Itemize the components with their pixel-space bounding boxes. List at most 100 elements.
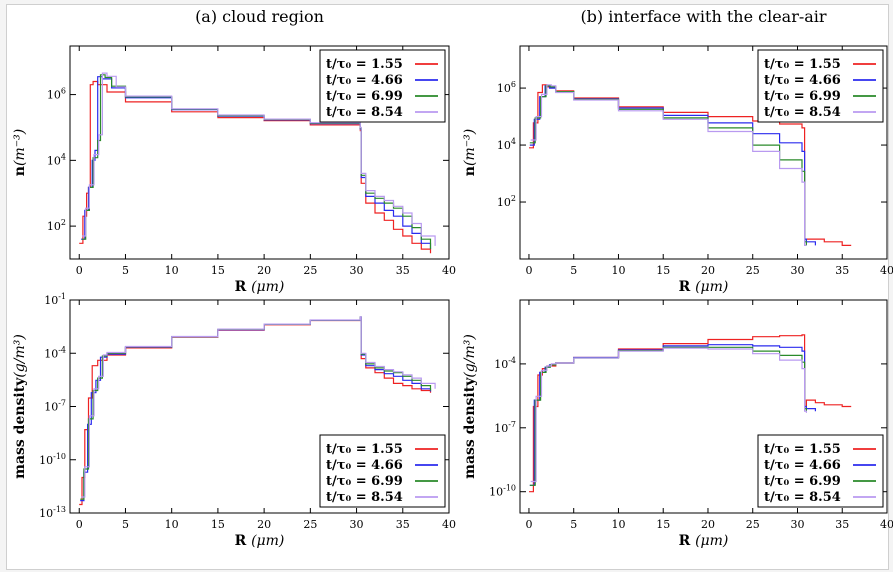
y-axis-label: mass density(g/m³)	[462, 334, 478, 479]
legend-label-3: t/τ₀ = 6.99	[326, 89, 403, 104]
series-line-4	[82, 72, 436, 246]
x-axis-label: R (μm)	[679, 533, 729, 549]
x-tick-label: 35	[396, 518, 410, 531]
series-line-1	[79, 80, 432, 254]
y-tick-label: 104	[497, 137, 516, 152]
legend: t/τ₀ = 1.55t/τ₀ = 4.66t/τ₀ = 6.99t/τ₀ = …	[757, 434, 884, 508]
axes-frame	[519, 299, 888, 514]
x-tick-label: 20	[257, 518, 271, 531]
chart-panel-1: 0 5 10 15 20 25 30 35 40 102 104 106 (a) cloud regio…	[12, 7, 456, 295]
x-tick-label: 25	[746, 264, 760, 277]
y-tick-label: 106	[47, 87, 66, 102]
legend-label-4: t/τ₀ = 8.54	[764, 105, 841, 120]
legend-label-2: t/τ₀ = 4.66	[764, 73, 841, 88]
legend: t/τ₀ = 1.55t/τ₀ = 4.66t/τ₀ = 6.99t/τ₀ = …	[757, 49, 884, 123]
x-tick-label: 15	[656, 518, 670, 531]
series-line-4	[530, 84, 807, 246]
series-line-4	[81, 316, 436, 498]
x-tick-label: 30	[790, 264, 804, 277]
x-tick-label: 0	[76, 264, 83, 277]
legend: t/τ₀ = 1.55t/τ₀ = 4.66t/τ₀ = 6.99t/τ₀ = …	[319, 49, 446, 123]
legend-box	[319, 434, 446, 508]
series-line-1	[529, 334, 852, 493]
legend-label-4: t/τ₀ = 8.54	[326, 105, 403, 120]
x-axis-label: R (μm)	[679, 279, 729, 295]
chart-panel-2: 0 5 10 15 20 25 30 35 40 102 104 106 (b) interface w…	[462, 7, 893, 295]
x-tick-label: 10	[165, 264, 179, 277]
x-tick-label: 10	[611, 518, 625, 531]
chart-panel-3: 0 5 10 15 20 25 30 35 40 10-13 10-10 10-7 10-4 10-1 R …	[12, 292, 456, 549]
x-tick-label: 0	[76, 518, 83, 531]
y-tick-label: 10-10	[489, 484, 516, 499]
x-tick-label: 15	[211, 264, 225, 277]
legend-label-2: t/τ₀ = 4.66	[764, 458, 841, 473]
x-tick-label: 10	[611, 264, 625, 277]
x-tick-label: 35	[835, 264, 849, 277]
legend-box	[757, 434, 884, 508]
y-axis-label: mass density(g/m³)	[12, 334, 28, 479]
legend-label-1: t/τ₀ = 1.55	[764, 442, 841, 457]
x-tick-label: 15	[211, 518, 225, 531]
x-tick-label: 5	[122, 518, 129, 531]
y-tick-label: 10-7	[44, 399, 66, 414]
x-tick-label: 5	[122, 264, 129, 277]
x-tick-label: 5	[570, 518, 577, 531]
y-axis-label: n(m⁻³)	[12, 129, 28, 176]
chart-panel-4: 0 5 10 15 20 25 30 35 40 10-10 10-7 10-4 R (μm) mass …	[462, 299, 893, 549]
legend: t/τ₀ = 1.55t/τ₀ = 4.66t/τ₀ = 6.99t/τ₀ = …	[319, 434, 446, 508]
legend-label-3: t/τ₀ = 6.99	[764, 474, 841, 489]
legend-label-4: t/τ₀ = 8.54	[326, 490, 403, 505]
y-tick-label: 106	[497, 80, 516, 95]
x-tick-label: 40	[442, 518, 456, 531]
y-tick-label: 104	[47, 152, 66, 167]
x-tick-label: 30	[790, 518, 804, 531]
legend-label-4: t/τ₀ = 8.54	[764, 490, 841, 505]
legend-label-3: t/τ₀ = 6.99	[764, 89, 841, 104]
x-axis-label: R (μm)	[235, 279, 285, 295]
legend-label-3: t/τ₀ = 6.99	[326, 474, 403, 489]
x-tick-label: 40	[442, 264, 456, 277]
chart-title: (b) interface with the clear-air	[580, 7, 826, 26]
x-tick-label: 0	[525, 518, 532, 531]
y-axis-label: n(m⁻³)	[462, 129, 478, 176]
y-tick-label: 10-7	[494, 420, 516, 435]
x-tick-label: 30	[350, 518, 364, 531]
legend-label-2: t/τ₀ = 4.66	[326, 73, 403, 88]
legend-box	[757, 49, 884, 123]
legend-label-1: t/τ₀ = 1.55	[764, 57, 841, 72]
legend-label-1: t/τ₀ = 1.55	[326, 57, 403, 72]
x-tick-label: 25	[746, 518, 760, 531]
x-tick-label: 40	[880, 264, 893, 277]
x-tick-label: 15	[656, 264, 670, 277]
series-line-1	[529, 84, 852, 246]
y-tick-label: 10-1	[44, 292, 66, 307]
x-tick-label: 25	[303, 518, 317, 531]
x-tick-label: 5	[570, 264, 577, 277]
legend-label-2: t/τ₀ = 4.66	[326, 458, 403, 473]
x-tick-label: 30	[350, 264, 364, 277]
x-tick-label: 20	[701, 264, 715, 277]
x-tick-label: 10	[165, 518, 179, 531]
y-tick-label: 102	[47, 218, 66, 233]
x-tick-label: 20	[701, 518, 715, 531]
axes-frame	[519, 45, 888, 260]
chart-title: (a) cloud region	[195, 7, 324, 26]
x-tick-label: 35	[835, 518, 849, 531]
y-tick-label: 10-10	[39, 452, 66, 467]
x-tick-label: 0	[525, 264, 532, 277]
legend-label-1: t/τ₀ = 1.55	[326, 442, 403, 457]
y-tick-label: 10-4	[44, 345, 66, 360]
x-axis-label: R (μm)	[235, 533, 285, 549]
y-tick-label: 102	[497, 194, 516, 209]
x-tick-label: 35	[396, 264, 410, 277]
x-tick-label: 40	[880, 518, 893, 531]
y-tick-label: 10-13	[39, 505, 66, 520]
x-tick-label: 25	[303, 264, 317, 277]
y-tick-label: 10-4	[494, 356, 516, 371]
x-tick-label: 20	[257, 264, 271, 277]
series-line-4	[530, 347, 807, 483]
axes-frame	[69, 45, 450, 260]
legend-box	[319, 49, 446, 123]
